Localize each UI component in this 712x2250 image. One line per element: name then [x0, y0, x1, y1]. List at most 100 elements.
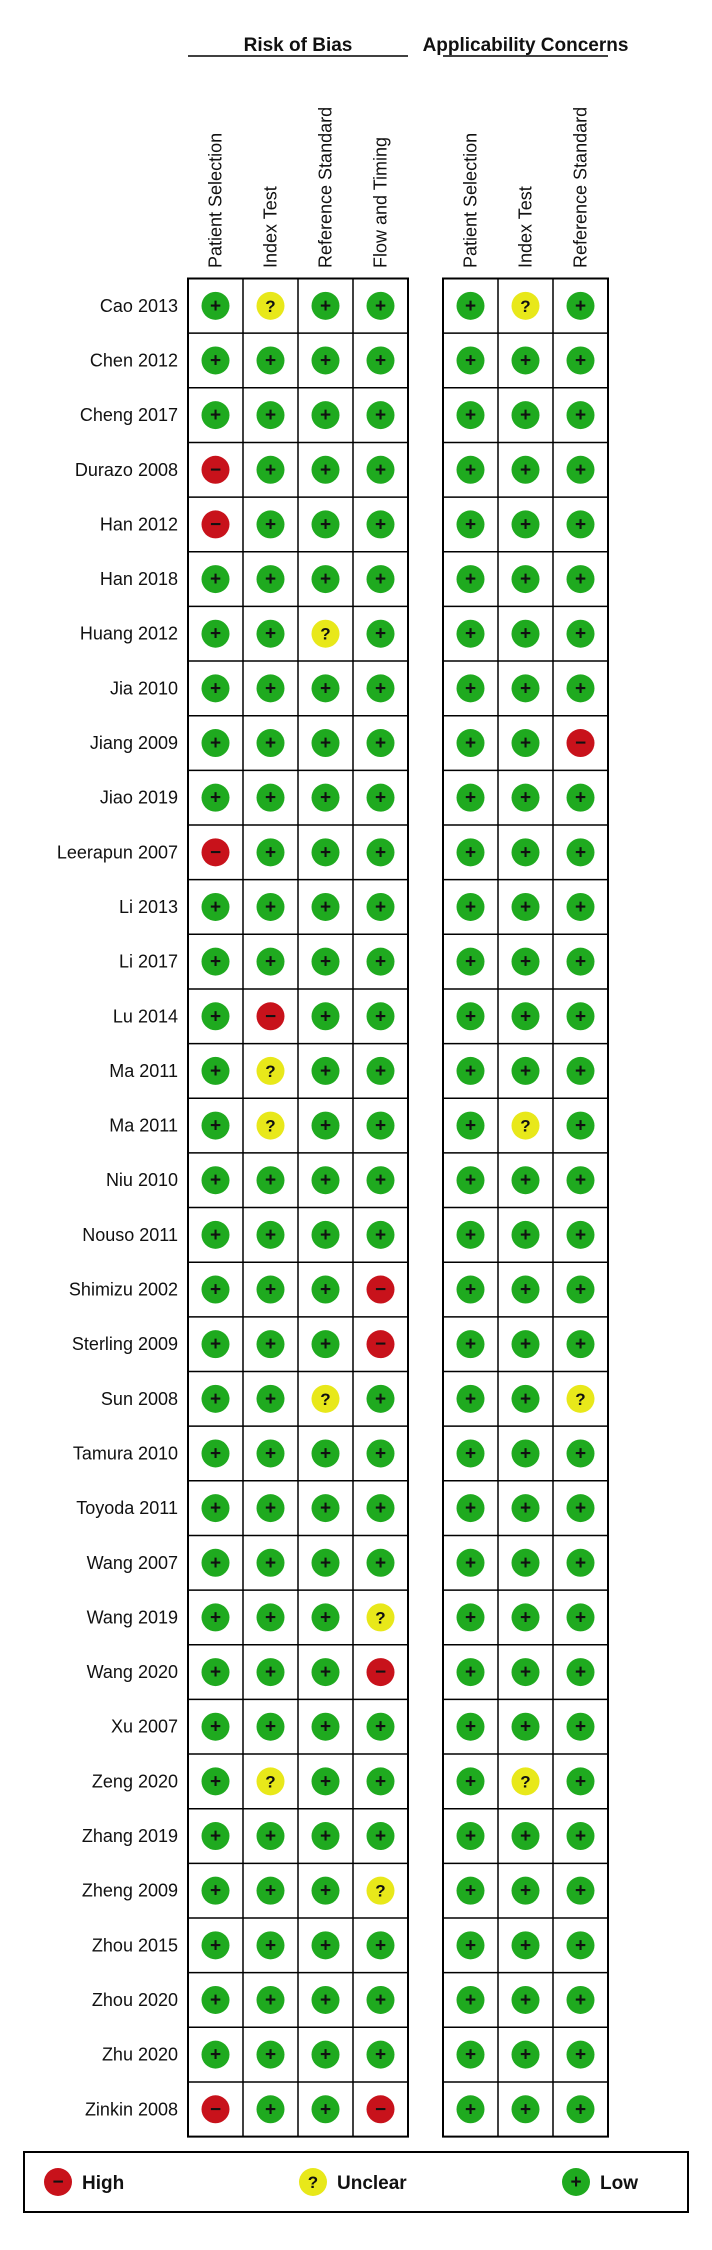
plus-circle-icon: [366, 1166, 395, 1195]
low-symbol-text: +: [575, 1498, 586, 1519]
low-symbol-text: +: [465, 1389, 476, 1410]
low-symbol-text: +: [265, 1498, 276, 1519]
low-symbol-text: +: [575, 1771, 586, 1792]
judgement-low: +: [456, 2095, 485, 2124]
judgement-low: +: [566, 401, 595, 430]
plus-circle-icon: [511, 1603, 540, 1632]
judgement-low: +: [511, 2095, 540, 2124]
plus-circle-icon: [566, 565, 595, 594]
judgement-low: +: [511, 1712, 540, 1741]
low-symbol-text: +: [575, 1116, 586, 1137]
judgement-high: −: [366, 1275, 395, 1304]
minus-circle-icon: [566, 729, 595, 758]
plus-circle-icon: [566, 1166, 595, 1195]
plus-circle-icon: [256, 1712, 285, 1741]
judgement-low: +: [311, 1002, 340, 1031]
low-symbol-text: +: [320, 1443, 331, 1464]
judgement-low: +: [256, 1330, 285, 1359]
plus-circle-icon: [201, 346, 230, 375]
judgement-low: +: [201, 1985, 230, 2014]
plus-circle-icon: [256, 1658, 285, 1687]
plus-circle-icon: [566, 1603, 595, 1632]
study-label: Toyoda 2011: [76, 1498, 178, 1518]
plus-circle-icon: [511, 1384, 540, 1413]
plus-circle-icon: [201, 1767, 230, 1796]
judgement-low: +: [456, 947, 485, 976]
judgement-low: +: [311, 1548, 340, 1577]
judgement-low: +: [511, 1439, 540, 1468]
low-symbol-text: +: [210, 1225, 221, 1246]
low-symbol-text: +: [520, 2045, 531, 2066]
plus-circle-icon: [201, 1384, 230, 1413]
judgement-low: +: [201, 729, 230, 758]
plus-circle-icon: [456, 2095, 485, 2124]
judgement-low: +: [201, 619, 230, 648]
low-symbol-text: +: [575, 1607, 586, 1628]
low-symbol-text: +: [465, 1662, 476, 1683]
low-symbol-text: +: [465, 1116, 476, 1137]
low-symbol-text: +: [375, 952, 386, 973]
question-circle-icon: [256, 1056, 285, 1085]
judgement-low: +: [366, 565, 395, 594]
judgement-low: +: [456, 1658, 485, 1687]
judgement-low: +: [366, 729, 395, 758]
judgement-low: +: [456, 1548, 485, 1577]
plus-circle-icon: [366, 1548, 395, 1577]
legend-label: High: [82, 2173, 124, 2194]
judgement-low: +: [366, 1002, 395, 1031]
minus-circle-icon: [44, 2168, 72, 2196]
low-symbol-text: +: [520, 1225, 531, 1246]
judgement-high: −: [566, 729, 595, 758]
study-label: Wang 2019: [87, 1607, 178, 1627]
plus-circle-icon: [566, 1876, 595, 1905]
unclear-symbol-text: ?: [265, 1062, 275, 1081]
low-symbol-text: +: [320, 1116, 331, 1137]
plus-circle-icon: [562, 2168, 590, 2196]
question-circle-icon: [511, 1111, 540, 1140]
low-symbol-text: +: [265, 897, 276, 918]
judgement-unclear: ?: [366, 1876, 395, 1905]
study-label: Jiao 2019: [100, 788, 178, 808]
low-symbol-text: +: [320, 788, 331, 809]
legend-symbol-unclear: ?: [299, 2168, 327, 2196]
study-label: Shimizu 2002: [69, 1280, 178, 1300]
judgement-low: +: [511, 510, 540, 539]
low-symbol-text: +: [575, 1170, 586, 1191]
study-label: Leerapun 2007: [57, 842, 178, 862]
judgement-low: +: [256, 455, 285, 484]
low-symbol-text: +: [575, 514, 586, 535]
low-symbol-text: +: [520, 1717, 531, 1738]
plus-circle-icon: [256, 729, 285, 758]
judgement-low: +: [201, 346, 230, 375]
low-symbol-text: +: [375, 2045, 386, 2066]
plus-circle-icon: [366, 1111, 395, 1140]
plus-circle-icon: [311, 783, 340, 812]
low-symbol-text: +: [375, 1006, 386, 1027]
plus-circle-icon: [456, 401, 485, 430]
low-symbol-text: +: [520, 1061, 531, 1082]
study-label: Cao 2013: [100, 296, 178, 316]
plus-circle-icon: [511, 674, 540, 703]
plus-circle-icon: [366, 291, 395, 320]
judgement-low: +: [511, 729, 540, 758]
question-circle-icon: [311, 619, 340, 648]
study-label: Nouso 2011: [82, 1225, 178, 1245]
low-symbol-text: +: [520, 1006, 531, 1027]
judgement-low: +: [456, 455, 485, 484]
judgement-unclear: ?: [566, 1384, 595, 1413]
judgement-low: +: [256, 346, 285, 375]
high-symbol-text: −: [575, 733, 586, 754]
plus-circle-icon: [256, 838, 285, 867]
study-label: Zhang 2019: [82, 1826, 178, 1846]
judgement-low: +: [311, 1767, 340, 1796]
low-symbol-text: +: [320, 1935, 331, 1956]
low-symbol-text: +: [320, 1006, 331, 1027]
plus-circle-icon: [511, 1439, 540, 1468]
high-symbol-text: −: [265, 1006, 276, 1027]
judgement-low: +: [456, 510, 485, 539]
plus-circle-icon: [311, 838, 340, 867]
judgement-low: +: [201, 1822, 230, 1851]
plus-circle-icon: [201, 1822, 230, 1851]
judgement-low: +: [566, 619, 595, 648]
